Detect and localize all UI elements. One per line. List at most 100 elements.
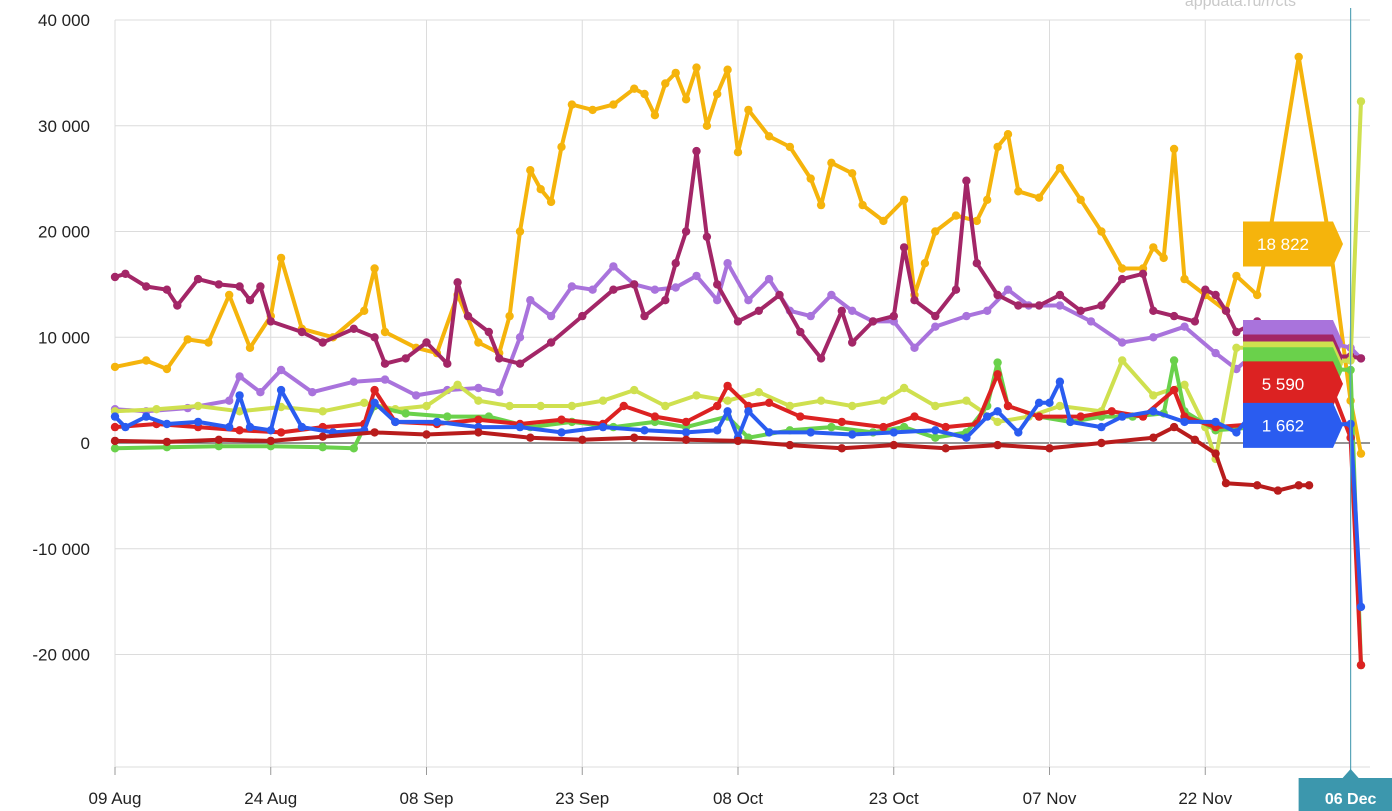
x-tick-label: 23 Sep [555,789,609,808]
data-point [764,274,774,284]
data-point [370,385,379,395]
data-point [526,433,535,442]
data-point [557,428,566,437]
data-point [422,338,431,347]
data-point [744,407,753,416]
data-point [764,428,774,437]
value-tag-shape [1243,402,1343,448]
data-point [1118,338,1127,347]
crosshair: 06 Dec [1298,8,1392,811]
data-point [879,216,888,226]
data-point [983,306,992,315]
data-point [920,259,930,268]
data-point [951,211,961,220]
data-point [1273,486,1283,495]
data-point [816,396,826,405]
data-point [1045,398,1054,407]
data-point [993,290,1002,300]
data-point [162,419,172,429]
data-point [1149,243,1158,252]
data-point [276,385,286,395]
data-point [723,259,732,268]
data-point [889,428,898,437]
data-point [121,422,130,432]
data-point [837,444,846,453]
data-point [1180,322,1189,331]
data-point [1190,317,1200,326]
data-point [505,311,514,321]
data-point [630,433,639,442]
data-point [598,422,608,432]
data-point [432,417,442,427]
data-point [110,436,120,446]
data-point [235,426,244,435]
data-point [515,333,525,342]
data-point [1003,285,1013,294]
data-point [962,396,971,405]
data-point [1097,227,1106,236]
data-point [1149,391,1158,400]
data-point [816,354,826,363]
data-point [276,253,286,263]
data-point [671,68,680,78]
data-point [349,324,358,333]
data-point [837,306,846,315]
data-point [806,428,815,437]
data-point [526,296,535,305]
data-point [1118,412,1127,421]
data-point [640,89,649,99]
data-point [162,285,172,294]
value-tag-label: 1 662 [1262,416,1305,435]
data-point [1076,306,1085,315]
data-point [235,391,244,400]
data-point [1014,187,1023,196]
data-point [297,422,307,432]
data-point [941,444,950,453]
data-point [1097,301,1106,310]
data-point [484,327,493,337]
series-0 [110,52,1366,458]
data-point [785,142,795,152]
data-point [744,296,753,305]
data-point [567,282,577,291]
data-point [723,65,732,74]
data-point [640,426,649,435]
data-point [806,174,815,183]
data-point [889,440,898,450]
data-point [827,158,836,167]
value-tag-shape [1243,221,1343,267]
data-point [837,417,846,427]
data-point [1356,660,1366,670]
data-point [567,100,577,109]
data-point [1221,479,1231,488]
data-point [806,311,815,321]
data-point [1169,385,1179,395]
data-point [1294,52,1303,62]
data-point [1211,290,1220,300]
data-point [619,401,628,411]
data-point [443,359,452,368]
data-point [266,436,275,446]
data-point [1014,301,1023,310]
data-point [1304,481,1314,490]
data-point [245,296,255,305]
value-tag-label: 5 590 [1262,375,1305,394]
data-point [557,415,566,424]
data-point [1356,449,1366,458]
data-point [318,338,327,347]
data-point [110,422,120,432]
data-point [245,343,255,352]
data-point [1211,417,1220,427]
data-point [993,440,1002,450]
data-point [681,95,691,104]
data-point [681,417,691,427]
y-tick-label: 20 000 [38,223,90,242]
data-point [931,426,940,435]
data-point [110,412,120,421]
data-point [474,383,483,393]
data-point [588,105,597,115]
data-point [931,311,940,321]
data-point [650,111,660,120]
data-point [910,343,919,352]
data-point [256,282,265,291]
